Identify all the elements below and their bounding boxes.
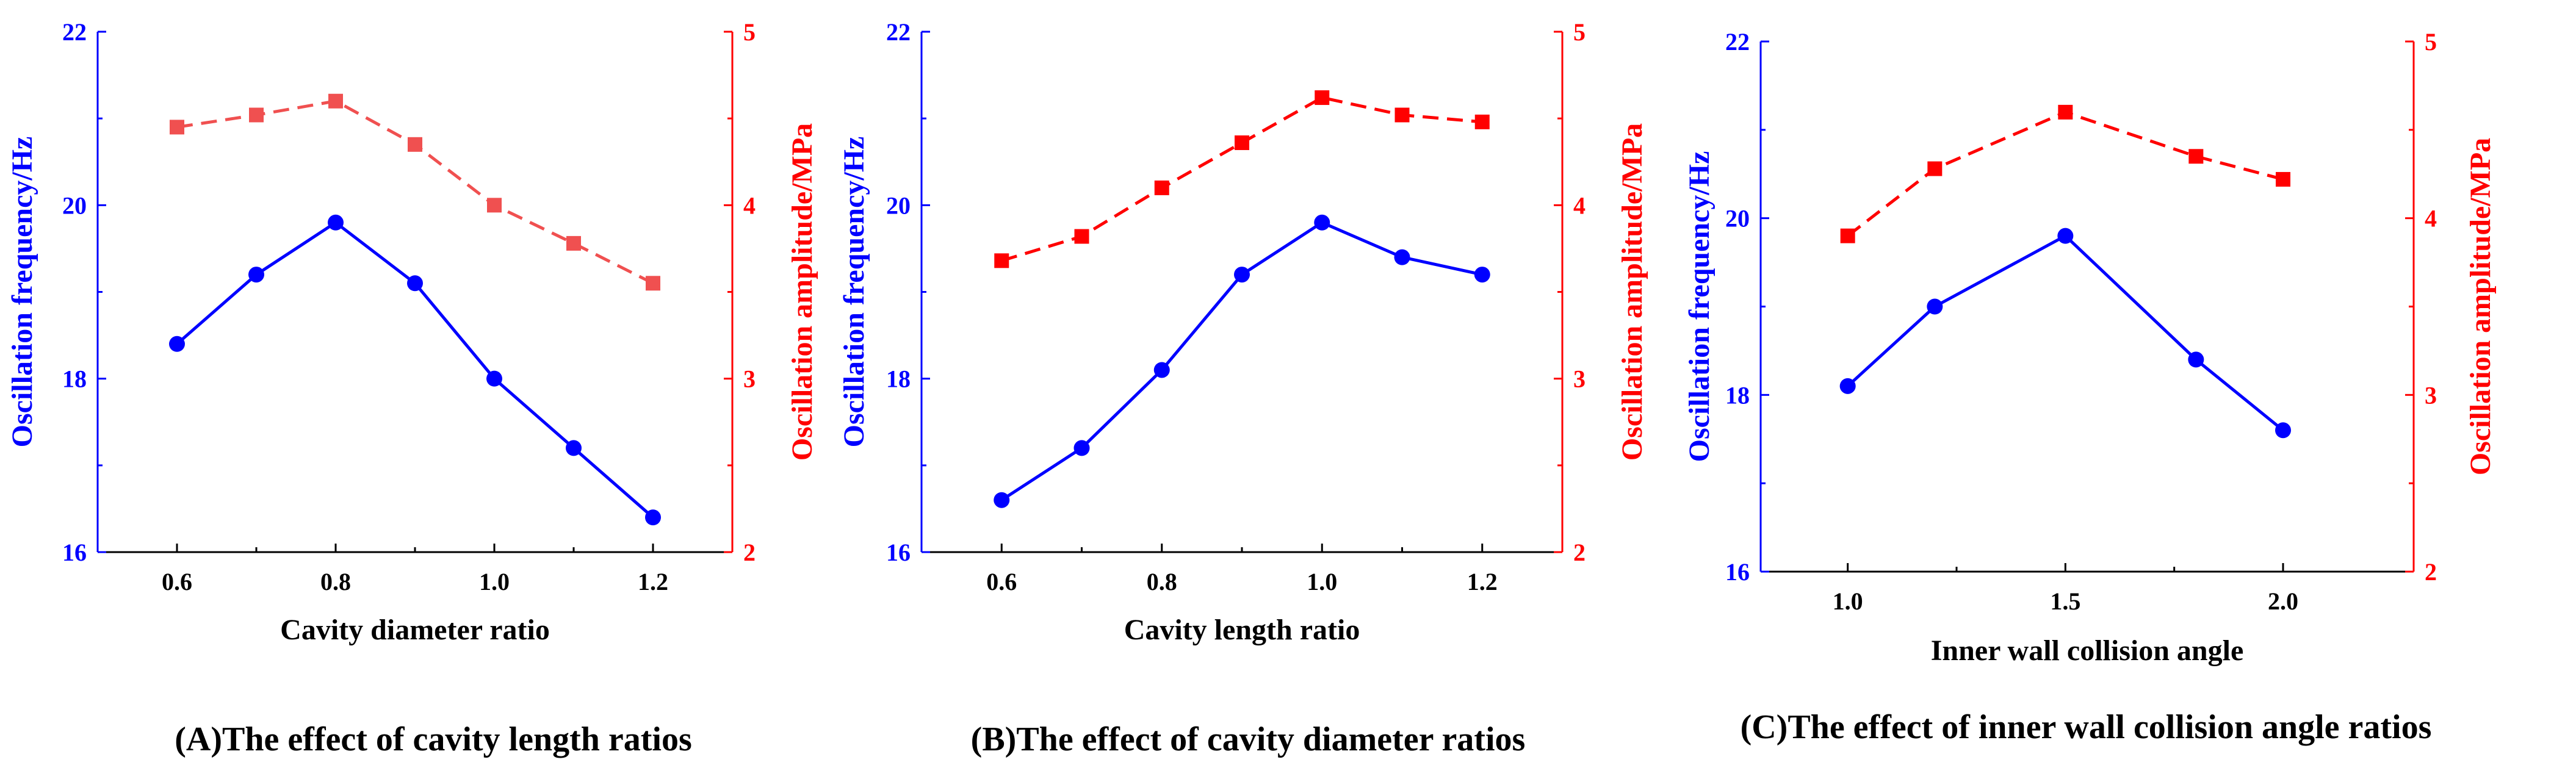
amplitude-point: [1394, 107, 1410, 123]
series-line-frequency: [1847, 234, 2284, 432]
panel-caption: (A)The effect of cavity length ratios: [175, 720, 692, 758]
x-tick-label: 0.6: [162, 568, 192, 595]
y-left-tick-label: 20: [886, 192, 911, 219]
y-right-tick-label: 3: [1573, 365, 1586, 393]
y-right-tick-label: 4: [743, 192, 756, 219]
y-left-tick-label: 16: [886, 539, 911, 566]
frequency-point: [1314, 214, 1330, 231]
amplitude-point: [328, 93, 343, 109]
frequency-point: [2057, 228, 2074, 244]
x-tick-label: 0.6: [986, 568, 1017, 595]
frequency-point: [1474, 267, 1490, 283]
series-line-amplitude: [1001, 96, 1483, 262]
x-axis-title: Cavity diameter ratio: [280, 614, 550, 646]
amplitude-point: [1074, 229, 1089, 244]
amplitude-point: [646, 276, 660, 291]
y-right-tick-label: 4: [1573, 192, 1586, 219]
frequency-point: [994, 492, 1010, 508]
y-right-tick-label: 4: [2425, 205, 2437, 232]
y-left-tick-label: 18: [886, 365, 911, 393]
x-tick-label: 1.5: [2050, 587, 2080, 615]
frequency-point: [2275, 422, 2291, 439]
y-right-tick-label: 5: [743, 18, 756, 46]
amplitude-point: [170, 120, 184, 135]
series-line-amplitude: [176, 99, 654, 285]
y-right-tick-label: 2: [743, 539, 756, 566]
y-left-tick-label: 22: [886, 18, 911, 46]
series-line-frequency: [176, 221, 654, 519]
y-left-tick-label: 22: [62, 18, 87, 46]
y-right-axis-title: Oscillation amplitude/MPa: [786, 123, 818, 461]
y-left-tick-label: 22: [1725, 28, 1750, 56]
amplitude-point: [408, 137, 422, 152]
panel-caption: (C)The effect of inner wall collision an…: [1741, 708, 2432, 746]
panel-caption: (B)The effect of cavity diameter ratios: [971, 720, 1526, 758]
frequency-point: [1234, 267, 1250, 283]
y-right-tick-label: 5: [1573, 18, 1586, 46]
x-tick-label: 1.2: [1467, 568, 1498, 595]
frequency-point: [1839, 378, 1856, 394]
x-tick-label: 1.0: [1307, 568, 1337, 595]
x-tick-label: 1.0: [1833, 587, 1863, 615]
amplitude-point: [1474, 114, 1490, 129]
amplitude-point: [1840, 228, 1855, 243]
frequency-point: [1073, 440, 1090, 456]
y-right-tick-label: 2: [2425, 558, 2437, 586]
amplitude-point: [249, 107, 264, 123]
y-left-tick-label: 20: [1725, 205, 1750, 232]
amplitude-point: [1154, 180, 1169, 195]
y-left-tick-label: 16: [1725, 558, 1750, 586]
frequency-point: [566, 440, 582, 456]
x-tick-label: 0.8: [1147, 568, 1177, 595]
y-right-axis-title: Oscillation amplitude/MPa: [1616, 123, 1648, 461]
y-right-tick-label: 5: [2425, 28, 2437, 56]
y-right-tick-label: 3: [2425, 381, 2437, 409]
frequency-point: [2188, 351, 2204, 368]
x-tick-label: 1.2: [638, 568, 668, 595]
amplitude-point: [1927, 161, 1943, 176]
amplitude-point: [1235, 135, 1249, 150]
amplitude-point: [2058, 104, 2073, 120]
amplitude-point: [487, 198, 502, 213]
amplitude-point: [1315, 90, 1330, 106]
amplitude-point: [566, 235, 581, 251]
y-left-tick-label: 20: [62, 192, 87, 219]
y-left-axis-title: Oscillation frequency/Hz: [1683, 151, 1716, 462]
x-axis-title: Cavity length ratio: [1124, 614, 1360, 646]
frequency-point: [486, 370, 502, 387]
y-left-tick-label: 16: [62, 539, 87, 566]
amplitude-point: [2276, 171, 2290, 187]
x-tick-label: 0.8: [320, 568, 351, 595]
amplitude-point: [2188, 149, 2204, 164]
x-tick-label: 2.0: [2268, 587, 2298, 615]
y-right-axis-title: Oscillation amplitude/MPa: [2464, 138, 2497, 475]
frequency-point: [328, 214, 344, 231]
y-left-axis-title: Oscillation frequency/Hz: [6, 137, 38, 448]
frequency-point: [407, 275, 423, 292]
series-line-amplitude: [1847, 110, 2284, 237]
frequency-point: [169, 336, 185, 352]
y-left-tick-label: 18: [1725, 381, 1750, 409]
frequency-point: [248, 267, 264, 283]
frequency-point: [1153, 362, 1170, 378]
y-left-tick-label: 18: [62, 365, 87, 393]
frequency-point: [1927, 298, 1943, 315]
amplitude-point: [994, 253, 1009, 268]
y-right-tick-label: 3: [743, 365, 756, 393]
frequency-point: [645, 509, 661, 526]
x-axis-title: Inner wall collision angle: [1931, 634, 2244, 667]
series-line-frequency: [1000, 221, 1483, 501]
frequency-point: [1394, 249, 1410, 265]
x-tick-label: 1.0: [479, 568, 510, 595]
y-right-tick-label: 2: [1573, 539, 1586, 566]
y-left-axis-title: Oscillation frequency/Hz: [838, 137, 870, 448]
